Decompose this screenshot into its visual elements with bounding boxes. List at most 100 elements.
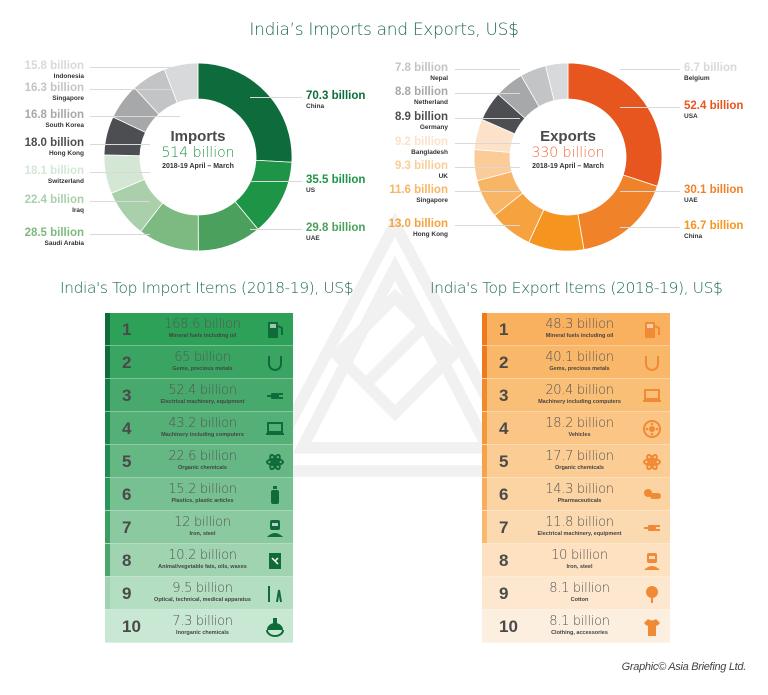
label-country: Belgium — [684, 75, 710, 82]
label-value: 29.8 billion — [306, 222, 366, 234]
imports-label-south-korea: 16.8 billion South Korea — [0, 109, 84, 130]
row-value: 11.8 billion — [545, 515, 614, 530]
row-value: 15.2 billion — [168, 482, 237, 497]
import-row-2: 2 65 billion Gems, precious metals — [105, 346, 293, 379]
label-value: 16.7 billion — [684, 220, 744, 232]
row-rank: 3 — [499, 386, 509, 405]
row-stripe — [482, 346, 487, 378]
row-stripe — [105, 544, 110, 576]
label-value: 8.9 billion — [394, 111, 448, 123]
label-value: 16.8 billion — [24, 109, 84, 121]
row-stripe — [105, 478, 110, 510]
imports-label-switzerland: 18.1 billion Switzerland — [0, 165, 84, 186]
imports-period: 2018-19 April – March — [162, 163, 234, 170]
row-value: 17.7 billion — [545, 449, 614, 464]
leader-line — [90, 89, 180, 90]
exports-label-netherland: 8.8 billion Netherland — [338, 86, 448, 107]
label-country: Singapore — [52, 95, 84, 102]
label-country: Indonesia — [53, 73, 84, 80]
row-description: Iron, steel — [566, 564, 593, 570]
label-value: 9.3 billion — [394, 160, 448, 172]
oil-can-icon — [265, 551, 285, 571]
leader-line — [620, 191, 680, 192]
label-country: Saudi Arabia — [44, 240, 85, 247]
row-description: Organic chemicals — [555, 465, 604, 471]
imports-label-china: 70.3 billion China — [306, 90, 416, 111]
import-row-10: 10 7.3 billion Inorganic chemicals — [105, 610, 293, 643]
leader-line — [90, 234, 150, 235]
plug-icon — [265, 386, 285, 406]
row-stripe — [482, 511, 487, 543]
export-row-2: 2 40.1 billion Gems, precious metals — [482, 346, 670, 379]
imports-label-indonesia: 15.8 billion Indonesia — [0, 60, 84, 81]
imports-label-iraq: 22.4 billion Iraq — [0, 194, 84, 215]
import-table-title: India's Top Import Items (2018-19), US$ — [60, 279, 354, 297]
row-rank: 7 — [122, 518, 132, 537]
label-value: 13.0 billion — [388, 218, 448, 230]
row-stripe — [482, 313, 487, 345]
row-description: Organic chemicals — [178, 465, 227, 471]
exports-label-hong-kong: 13.0 billion Hong Kong — [338, 218, 448, 239]
leader-line — [90, 144, 150, 145]
row-rank: 2 — [499, 353, 509, 372]
row-rank: 6 — [499, 485, 509, 504]
import-items-table: 1 168.6 billion Mineral fuels including oi… — [105, 313, 293, 643]
leader-line — [455, 69, 520, 70]
row-stripe — [105, 445, 110, 477]
atom-icon — [642, 452, 662, 472]
row-rank: 5 — [122, 452, 132, 471]
row-rank: 1 — [122, 320, 132, 339]
exports-donut — [473, 62, 663, 252]
row-value: 40.1 billion — [545, 350, 614, 365]
export-items-table: 1 48.3 billion Mineral fuels including oil… — [482, 313, 670, 643]
row-rank: 4 — [122, 419, 132, 438]
row-description: Machinery including computers — [161, 432, 244, 438]
label-country: Germany — [419, 124, 448, 131]
row-value: 14.3 billion — [545, 482, 614, 497]
row-stripe — [482, 379, 487, 411]
row-description: Plastics, plastic articles — [171, 498, 234, 504]
leader-line — [455, 191, 520, 192]
row-value: 48.3 billion — [545, 317, 614, 332]
credit-text: Graphic© Asia Briefing Ltd. — [621, 661, 747, 673]
magnet-icon — [265, 353, 285, 373]
label-value: 15.8 billion — [24, 60, 84, 72]
row-rank: 9 — [499, 584, 509, 603]
label-value: 7.8 billion — [394, 62, 448, 74]
export-row-1: 1 48.3 billion Mineral fuels including oil — [482, 313, 670, 346]
leader-line — [455, 225, 520, 226]
exports-label-germany: 8.9 billion Germany — [338, 111, 448, 132]
fuel-pump-icon — [265, 320, 285, 340]
label-value: 8.8 billion — [394, 86, 448, 98]
exports-total: 330 billion — [531, 145, 605, 161]
row-description: Electrical machinery, equipment — [537, 531, 622, 537]
label-value: 22.4 billion — [24, 194, 84, 206]
label-value: 28.5 billion — [24, 227, 84, 239]
row-description: Gems, precious metals — [549, 366, 610, 372]
row-stripe — [482, 478, 487, 510]
leader-line — [250, 181, 302, 182]
label-value: 52.4 billion — [684, 100, 744, 112]
row-stripe — [105, 346, 110, 378]
label-country: Iraq — [72, 207, 84, 214]
row-description: Electrical machinery, equipment — [160, 399, 245, 405]
label-value: 6.7 billion — [684, 62, 738, 74]
row-description: Animal/vegetable fats, oils, waxes — [158, 564, 247, 570]
exports-label-usa: 52.4 billion USA — [684, 100, 768, 121]
plug-icon — [642, 518, 662, 538]
row-description: Iron, steel — [189, 531, 216, 537]
label-value: 18.1 billion — [24, 165, 84, 177]
export-row-6: 6 14.3 billion Pharmaceuticals — [482, 478, 670, 511]
leader-line — [250, 229, 302, 230]
row-description: Mineral fuels including oil — [545, 333, 614, 339]
export-row-9: 9 8.1 billion Cotton — [482, 577, 670, 610]
row-value: 9.5 billion — [172, 581, 233, 596]
label-value: 9.2 billion — [394, 136, 448, 148]
row-rank: 1 — [499, 320, 509, 339]
imports-label-saudi-arabia: 28.5 billion Saudi Arabia — [0, 227, 84, 248]
welder-icon — [265, 518, 285, 538]
row-value: 8.1 billion — [549, 614, 610, 629]
row-description: Mineral fuels including oil — [168, 333, 237, 339]
label-country: Hong Kong — [48, 150, 84, 157]
import-row-3: 3 52.4 billion Electrical machinery, equip… — [105, 379, 293, 412]
